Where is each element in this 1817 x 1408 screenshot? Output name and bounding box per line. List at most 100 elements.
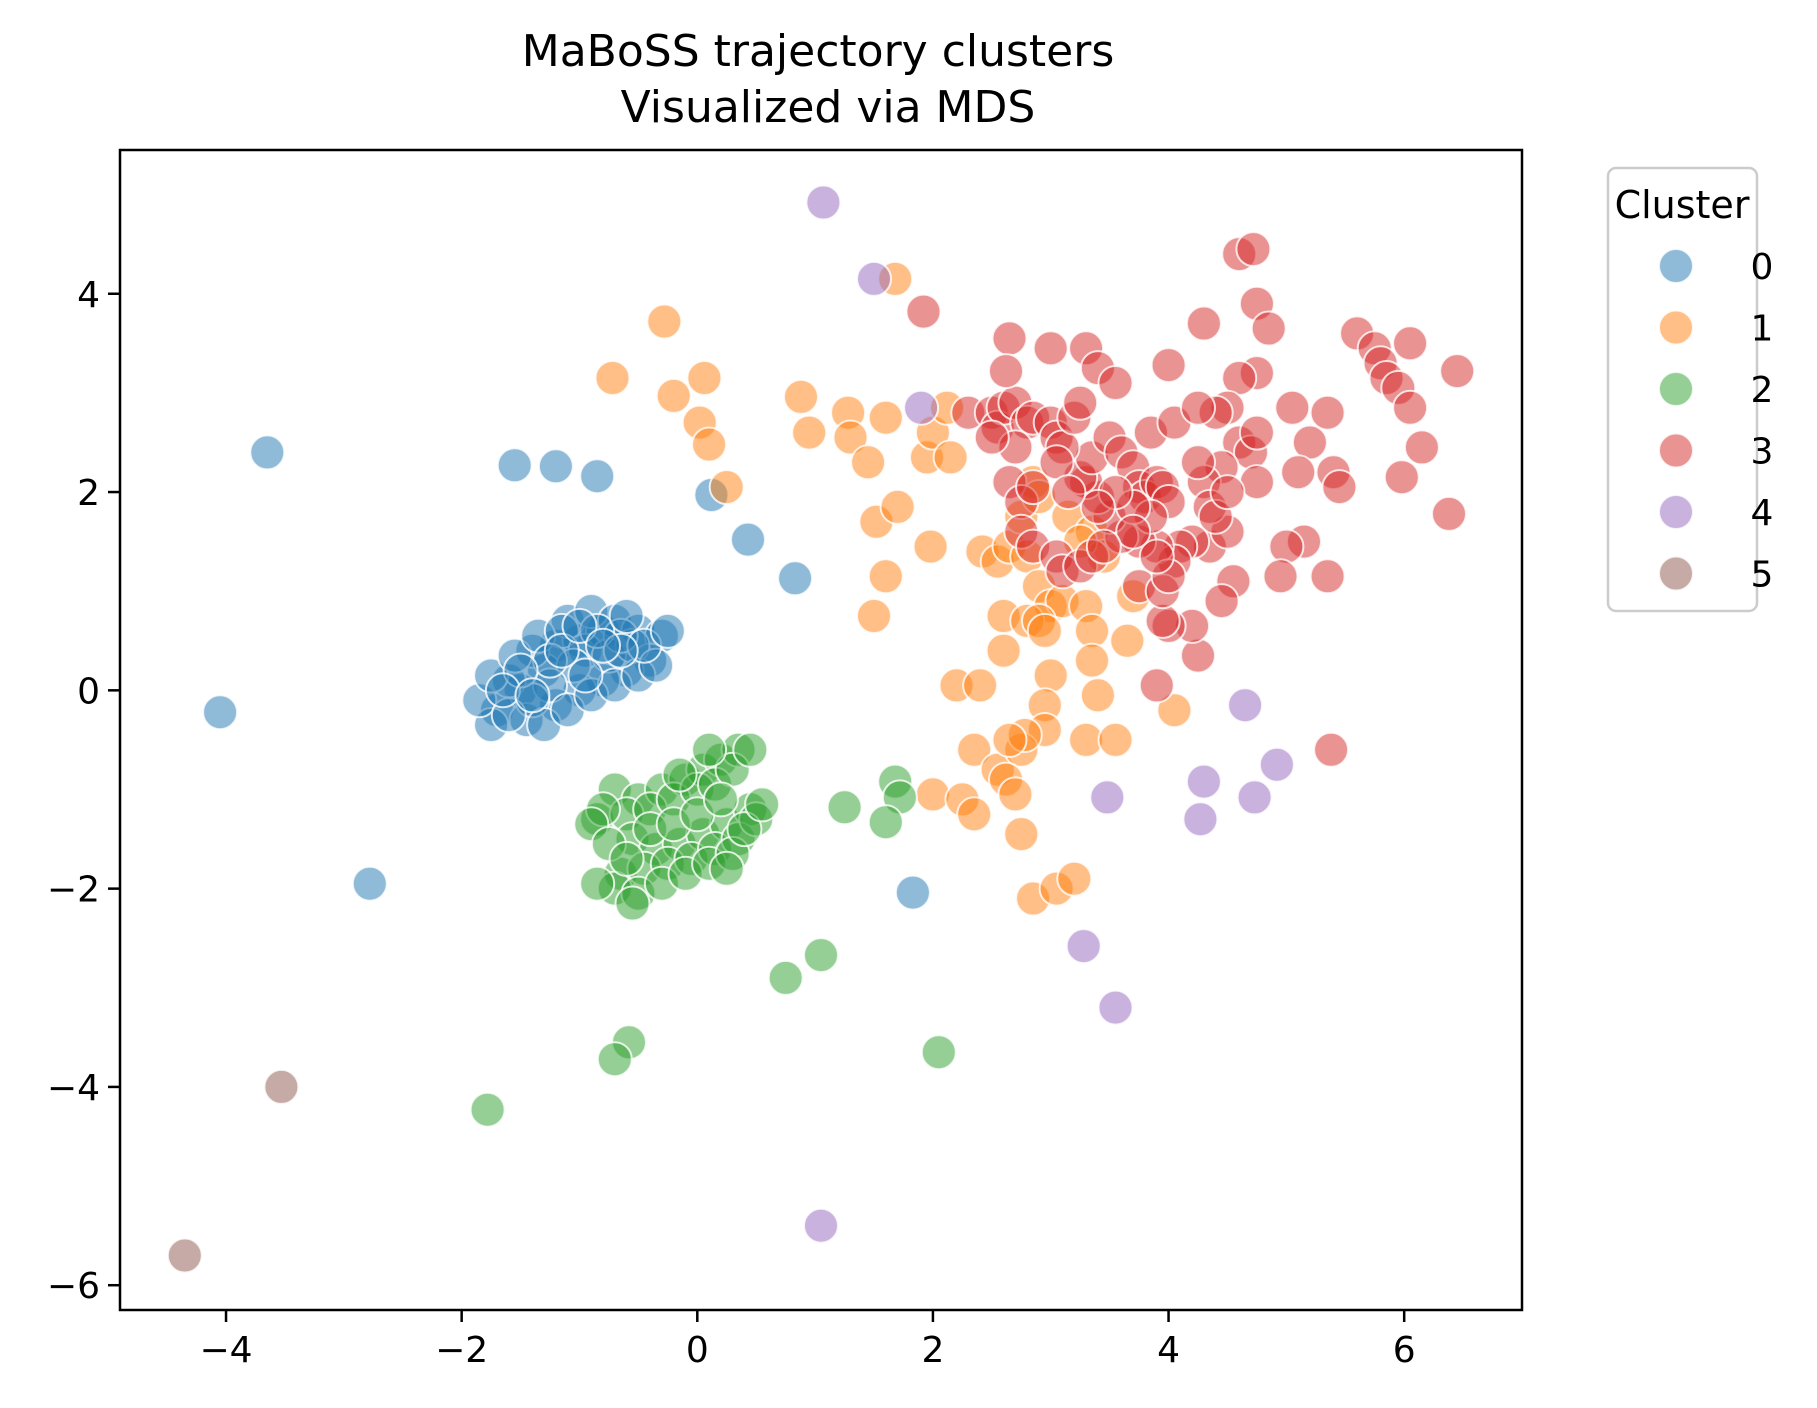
point-cluster-3-0 [905,293,942,330]
point-cluster-2-51 [826,789,863,826]
point-cluster-2-53 [803,937,839,974]
point-cluster-4-8 [1182,801,1219,838]
legend-marker-1 [1658,309,1694,346]
point-cluster-3-32 [1268,528,1305,565]
point-cluster-3-5 [1185,305,1222,342]
legend-marker-5 [1658,555,1694,592]
point-cluster-0-52 [608,598,645,634]
point-cluster-1-62 [1003,816,1040,853]
x-tick-label-2: 0 [686,1330,709,1371]
point-cluster-2-43 [702,781,739,818]
point-cluster-1-39 [1026,612,1063,649]
point-cluster-1-10 [832,419,869,456]
point-cluster-0-3 [579,458,616,495]
point-cluster-2-47 [579,865,616,902]
point-cluster-1-35 [1109,622,1146,659]
point-cluster-0-2 [537,448,574,485]
point-cluster-0-5 [730,521,766,558]
x-tick-label-1: −2 [435,1330,488,1371]
point-cluster-2-36 [691,731,728,768]
y-tick-label-4: 2 [77,473,100,514]
legend: Cluster 0 1 2 3 4 5 [1606,166,1774,613]
point-cluster-3-39 [1180,637,1216,674]
point-cluster-0-59 [561,607,598,644]
point-cluster-3-108 [988,353,1024,390]
point-cluster-1-60 [956,796,993,833]
point-cluster-1-49 [1079,677,1116,714]
point-cluster-5-1 [166,1237,203,1274]
point-cluster-1-1 [594,360,631,396]
point-cluster-0-9 [894,874,931,911]
legend-entries: 0 1 2 3 4 5 [1658,247,1774,596]
point-cluster-0-8 [351,865,388,902]
x-axis: −4 −2 0 2 4 6 [199,1310,1416,1371]
point-cluster-0-57 [543,632,580,669]
point-cluster-3-19 [1392,389,1429,426]
point-cluster-2-52 [867,804,904,841]
point-cluster-3-10 [1097,365,1134,401]
point-cluster-1-45 [985,632,1022,669]
point-cluster-3-107 [1138,538,1175,575]
x-tick-label-4: 4 [1157,1330,1180,1371]
point-cluster-4-1 [856,260,892,297]
point-cluster-4-3 [1227,687,1264,724]
point-cluster-1-53 [956,731,993,768]
y-tick-label-1: −4 [47,1068,100,1109]
y-axis: −6 −4 −2 0 2 4 [47,275,120,1307]
point-cluster-1-65 [1056,860,1093,897]
point-cluster-1-19 [879,488,916,525]
point-cluster-2-37 [661,756,698,793]
point-cluster-2-56 [596,1041,633,1078]
point-cluster-3-7 [1032,330,1069,367]
point-cluster-0-0 [249,434,286,471]
point-cluster-3-11 [1150,347,1187,384]
point-cluster-2-57 [920,1034,957,1071]
point-cluster-1-21 [912,528,949,565]
point-cluster-4-4 [1185,763,1222,800]
point-cluster-1-61 [997,776,1034,813]
legend-marker-2 [1658,371,1694,407]
point-cluster-4-10 [1097,989,1134,1026]
point-cluster-4-0 [805,184,842,221]
point-cluster-1-5 [691,426,728,463]
point-cluster-2-46 [614,885,651,922]
point-cluster-1-12 [867,399,904,436]
point-cluster-3-111 [1050,474,1087,511]
point-cluster-1-66 [991,721,1028,758]
point-cluster-4-5 [1258,746,1295,783]
point-cluster-3-26 [1321,469,1358,506]
point-cluster-3-33 [1309,558,1346,595]
point-cluster-1-52 [1156,692,1193,729]
point-cluster-2-58 [469,1091,506,1128]
point-cluster-3-6 [991,320,1028,357]
point-cluster-0-60 [514,677,551,714]
point-cluster-3-96 [1015,469,1052,506]
point-cluster-3-21 [1439,353,1476,390]
y-tick-label-2: −2 [47,870,100,911]
point-cluster-3-112 [1085,528,1122,565]
point-cluster-1-16 [932,439,969,476]
point-cluster-3-113 [973,419,1010,456]
point-cluster-4-2 [903,389,940,426]
point-cluster-3-109 [1115,513,1152,550]
point-cluster-3-22 [1403,429,1440,466]
legend-label-1: 1 [1751,309,1774,350]
legend-title: Cluster [1615,183,1750,227]
point-cluster-1-0 [646,303,683,340]
point-cluster-1-22 [856,598,892,634]
legend-label-2: 2 [1751,370,1774,411]
point-cluster-3-38 [1203,583,1240,620]
legend-label-0: 0 [1751,247,1774,288]
y-tick-label-3: 0 [77,671,100,712]
point-cluster-2-38 [726,811,763,848]
point-cluster-2-48 [708,850,745,887]
point-cluster-1-44 [962,667,999,704]
point-cluster-4-7 [1089,779,1126,816]
point-cluster-3-43 [1138,667,1175,704]
point-cluster-2-44 [608,840,645,877]
point-cluster-3-23 [1383,459,1420,496]
legend-marker-4 [1658,494,1694,530]
point-cluster-1-51 [1097,721,1134,758]
legend-marker-0 [1658,248,1694,284]
